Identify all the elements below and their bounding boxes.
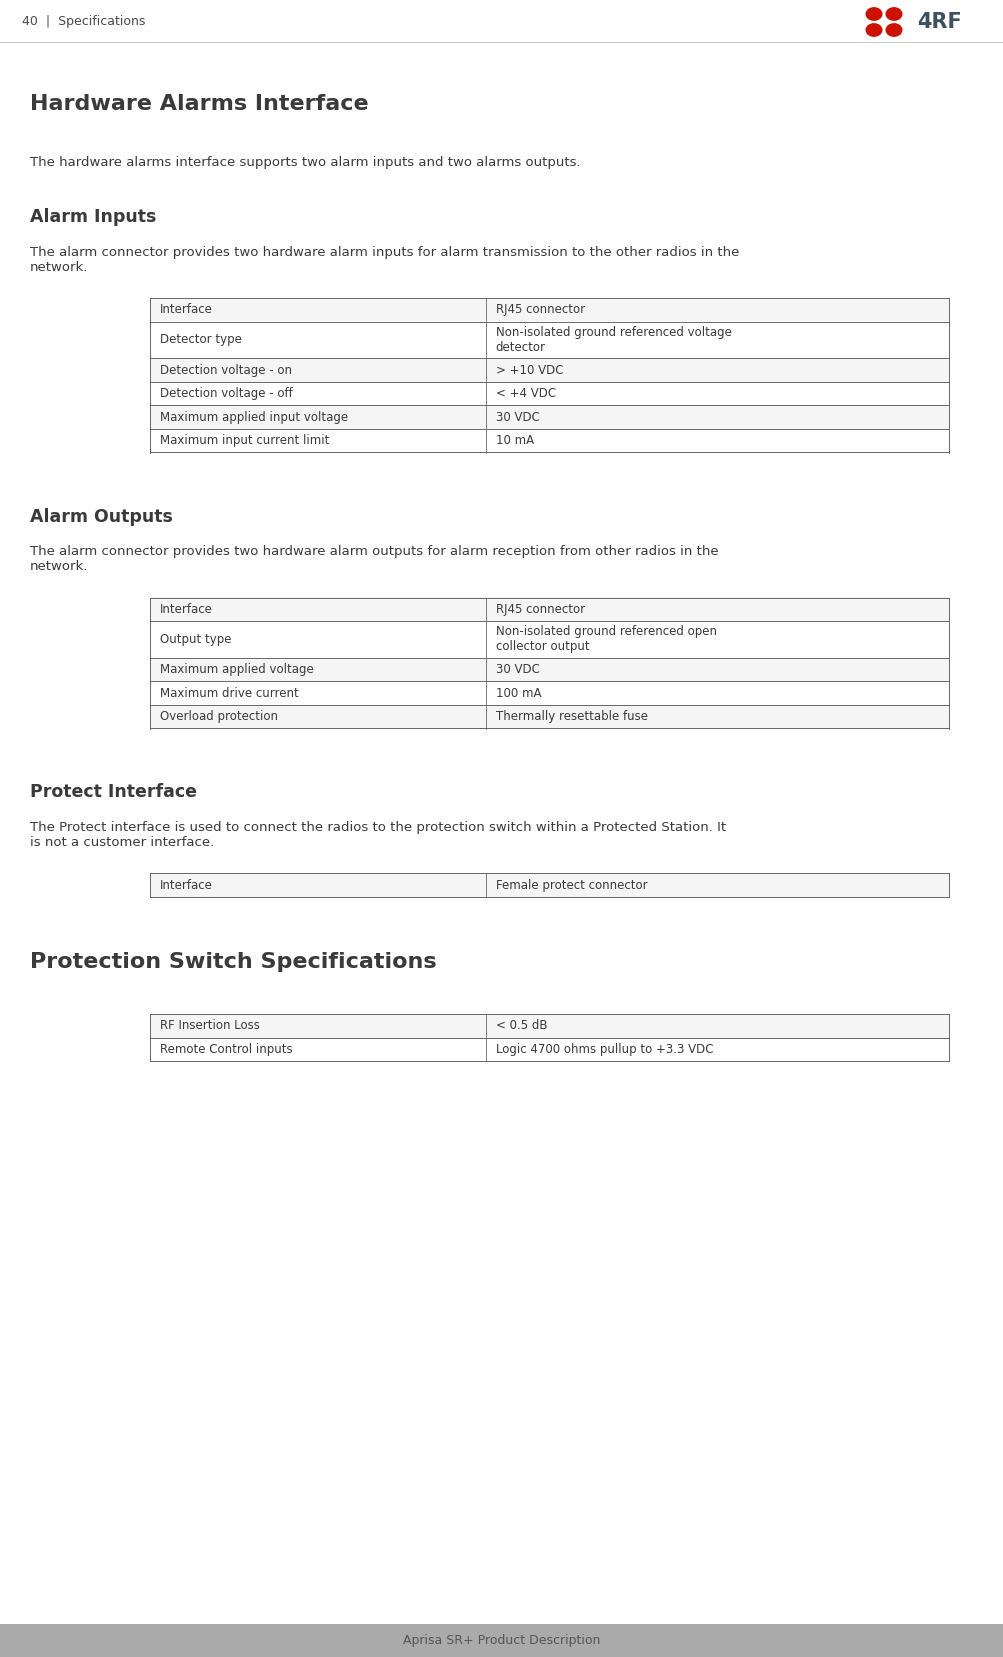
Text: 10 mA: 10 mA — [495, 434, 534, 447]
Text: Female protect connector: Female protect connector — [495, 878, 647, 891]
Bar — [149, 681, 485, 704]
Text: Protection Switch Specifications: Protection Switch Specifications — [30, 953, 436, 973]
Bar — [485, 298, 948, 321]
Text: Maximum drive current: Maximum drive current — [159, 686, 299, 699]
Text: 30 VDC: 30 VDC — [495, 663, 539, 676]
Ellipse shape — [885, 23, 902, 36]
Text: The alarm connector provides two hardware alarm inputs for alarm transmission to: The alarm connector provides two hardwar… — [30, 245, 738, 273]
Bar — [149, 704, 485, 729]
Bar — [149, 873, 485, 896]
Text: Alarm Outputs: Alarm Outputs — [30, 507, 173, 525]
Bar — [485, 658, 948, 681]
Bar — [485, 704, 948, 729]
Text: Maximum input current limit: Maximum input current limit — [159, 434, 329, 447]
Text: Interface: Interface — [159, 878, 213, 891]
Bar — [149, 383, 485, 406]
Text: RJ45 connector: RJ45 connector — [495, 303, 584, 316]
Bar — [149, 1014, 485, 1037]
Bar — [149, 358, 485, 383]
Text: Overload protection: Overload protection — [159, 711, 278, 722]
Text: The Protect interface is used to connect the radios to the protection switch wit: The Protect interface is used to connect… — [30, 822, 725, 850]
Bar — [485, 358, 948, 383]
Bar — [149, 429, 485, 452]
Text: Non-isolated ground referenced open
collector output: Non-isolated ground referenced open coll… — [495, 625, 716, 653]
Ellipse shape — [885, 7, 902, 22]
Bar — [149, 621, 485, 658]
Bar — [485, 429, 948, 452]
Text: Maximum applied input voltage: Maximum applied input voltage — [159, 411, 348, 424]
Bar — [149, 658, 485, 681]
Text: < 0.5 dB: < 0.5 dB — [495, 1019, 547, 1032]
Text: Aprisa SR+ Product Description: Aprisa SR+ Product Description — [403, 1634, 600, 1647]
Ellipse shape — [865, 23, 882, 36]
Bar — [485, 598, 948, 621]
Text: 40  |  Specifications: 40 | Specifications — [22, 15, 145, 28]
Text: 4RF: 4RF — [916, 12, 961, 31]
Bar — [0, 0, 1003, 41]
Text: The alarm connector provides two hardware alarm outputs for alarm reception from: The alarm connector provides two hardwar… — [30, 545, 718, 573]
Text: 30 VDC: 30 VDC — [495, 411, 539, 424]
Bar — [0, 1624, 1003, 1657]
Text: Interface: Interface — [159, 303, 213, 316]
Text: Maximum applied voltage: Maximum applied voltage — [159, 663, 314, 676]
Text: RJ45 connector: RJ45 connector — [495, 603, 584, 616]
Bar — [485, 1014, 948, 1037]
Bar — [149, 298, 485, 321]
Bar — [149, 598, 485, 621]
Text: < +4 VDC: < +4 VDC — [495, 388, 555, 401]
Text: Protect Interface: Protect Interface — [30, 784, 197, 802]
Ellipse shape — [865, 7, 882, 22]
Bar — [485, 621, 948, 658]
Bar — [485, 681, 948, 704]
Text: 100 mA: 100 mA — [495, 686, 541, 699]
Text: The hardware alarms interface supports two alarm inputs and two alarms outputs.: The hardware alarms interface supports t… — [30, 156, 580, 169]
Bar — [485, 1037, 948, 1060]
Text: Non-isolated ground referenced voltage
detector: Non-isolated ground referenced voltage d… — [495, 326, 731, 355]
Text: > +10 VDC: > +10 VDC — [495, 365, 563, 376]
Bar — [149, 406, 485, 429]
Text: Detection voltage - off: Detection voltage - off — [159, 388, 293, 401]
Text: Hardware Alarms Interface: Hardware Alarms Interface — [30, 94, 368, 114]
Bar — [149, 1037, 485, 1060]
Text: RF Insertion Loss: RF Insertion Loss — [159, 1019, 260, 1032]
Text: Detection voltage - on: Detection voltage - on — [159, 365, 292, 376]
Bar — [485, 383, 948, 406]
Text: Logic 4700 ohms pullup to +3.3 VDC: Logic 4700 ohms pullup to +3.3 VDC — [495, 1042, 712, 1056]
Text: Interface: Interface — [159, 603, 213, 616]
Text: Detector type: Detector type — [159, 333, 242, 346]
Text: Output type: Output type — [159, 633, 232, 646]
Bar — [485, 873, 948, 896]
Bar — [485, 406, 948, 429]
Text: Thermally resettable fuse: Thermally resettable fuse — [495, 711, 647, 722]
Bar — [485, 321, 948, 358]
Text: Alarm Inputs: Alarm Inputs — [30, 209, 156, 225]
Text: Remote Control inputs: Remote Control inputs — [159, 1042, 292, 1056]
Bar — [149, 321, 485, 358]
